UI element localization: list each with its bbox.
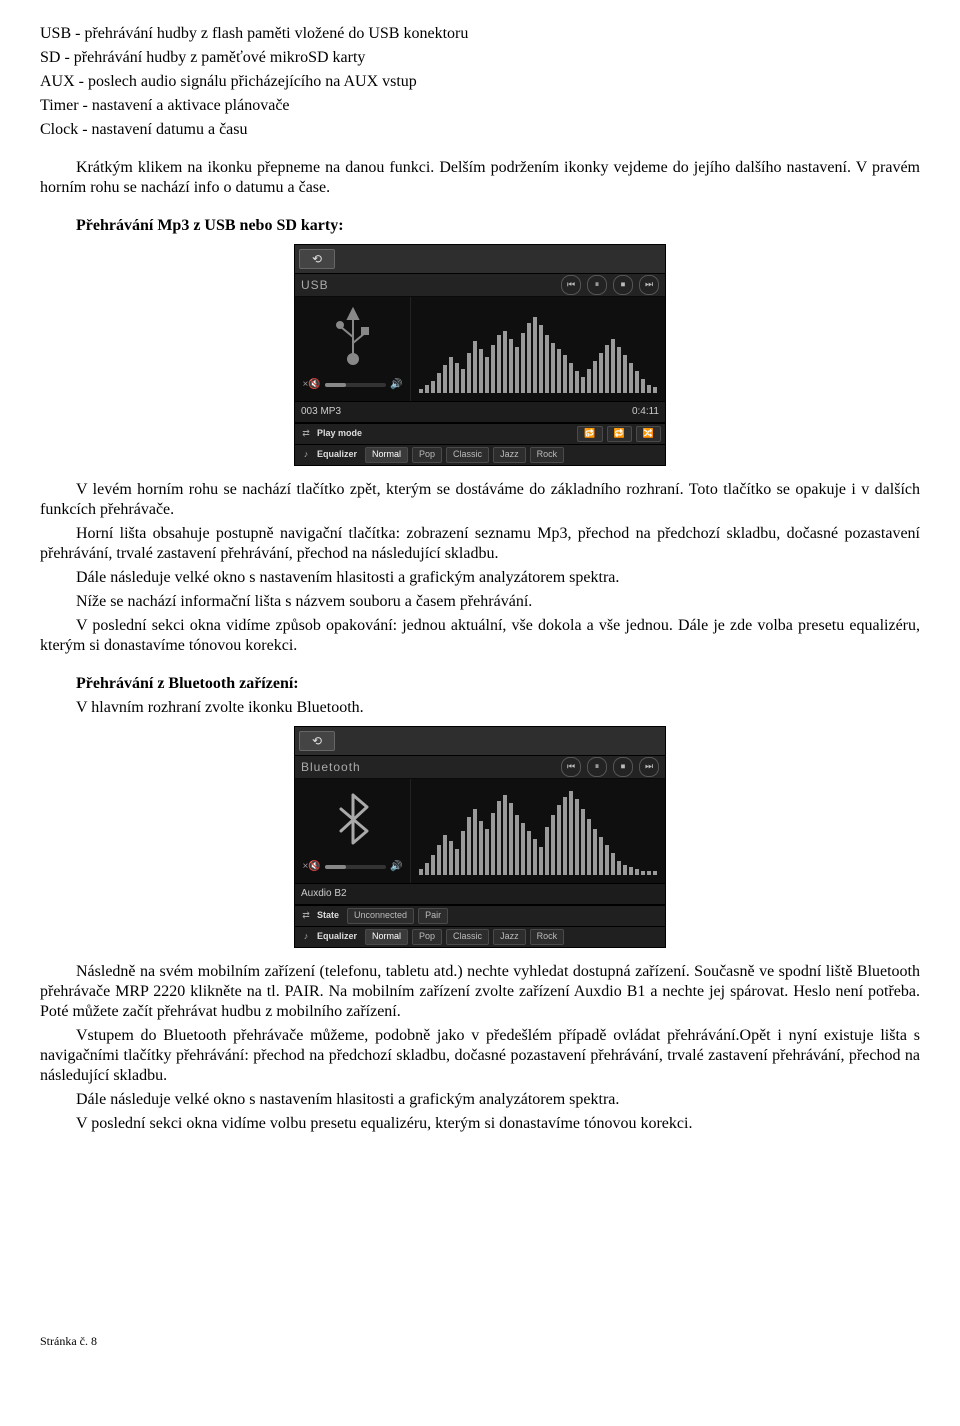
def-sd: SD - přehrávání hudby z paměťové mikroSD…: [40, 48, 920, 68]
mute-icon: ×🔇: [303, 379, 321, 392]
p2a: V levém horním rohu se nachází tlačítko …: [40, 480, 920, 520]
p4c: Dále následuje velké okno s nastavením h…: [40, 1090, 920, 1110]
bt-header: Bluetooth ⏮ ⏸ ⏹ ⏭: [295, 756, 665, 779]
bt-state-row: ⇄ State Unconnected Pair: [295, 905, 665, 926]
playmode-label: Play mode: [317, 428, 362, 439]
back-button[interactable]: ⟲: [299, 731, 335, 751]
usb-header: USB ⏮ ⏸ ⏹ ⏭: [295, 274, 665, 297]
next-icon[interactable]: ⏭: [639, 275, 659, 295]
usb-player: ⟲ USB ⏮ ⏸ ⏹ ⏭ ×🔇: [294, 244, 666, 466]
def-usb: USB - přehrávání hudby z flash paměti vl…: [40, 24, 920, 44]
usb-spectrum: [411, 297, 665, 401]
state-label: State: [317, 910, 339, 921]
eq-normal[interactable]: Normal: [365, 929, 408, 944]
prev-icon[interactable]: ⏮: [561, 757, 581, 777]
p4b: Vstupem do Bluetooth přehrávače můžeme, …: [40, 1026, 920, 1086]
volume-slider[interactable]: ×🔇 🔊: [303, 379, 403, 392]
state-icon: ⇄: [299, 910, 313, 921]
p2b: Horní lišta obsahuje postupně navigační …: [40, 524, 920, 564]
mute-icon: ×🔇: [303, 861, 321, 874]
volume-slider[interactable]: ×🔇 🔊: [303, 861, 403, 874]
eq-pop[interactable]: Pop: [412, 447, 442, 462]
paragraph-intro: Krátkým klikem na ikonku přepneme na dan…: [40, 158, 920, 198]
state-value: Unconnected: [347, 908, 414, 923]
def-clock: Clock - nastavení datumu a času: [40, 120, 920, 140]
bt-player: ⟲ Bluetooth ⏮ ⏸ ⏹ ⏭ ×🔇 🔊 Auxdio B2: [294, 726, 666, 948]
p3: V hlavním rozhraní zvolte ikonku Bluetoo…: [40, 698, 920, 718]
bluetooth-icon: [332, 789, 374, 854]
usb-playmode-row: ⇄ Play mode 🔂 🔁 🔀: [295, 423, 665, 444]
p2c: Dále následuje velké okno s nastavením h…: [40, 568, 920, 588]
track-time: 0:4:11: [632, 406, 659, 419]
eq-label: Equalizer: [317, 449, 357, 460]
p4a: Následně na svém mobilním zařízení (tele…: [40, 962, 920, 1022]
pause-icon[interactable]: ⏸: [587, 757, 607, 777]
eq-jazz[interactable]: Jazz: [493, 929, 526, 944]
bt-nav-icons: ⏮ ⏸ ⏹ ⏭: [561, 757, 659, 777]
def-timer: Timer - nastavení a aktivace plánovače: [40, 96, 920, 116]
eq-icon: ♪: [299, 931, 313, 942]
usb-main: ×🔇 🔊: [295, 297, 665, 401]
bt-topbar: ⟲: [295, 727, 665, 756]
p4d: V poslední sekci okna vidíme volbu prese…: [40, 1114, 920, 1134]
volume-max-icon: 🔊: [390, 379, 402, 392]
page-footer: Stránka č. 8: [40, 1334, 920, 1349]
repeat-one-icon[interactable]: 🔂: [577, 426, 602, 441]
volume-max-icon: 🔊: [390, 861, 402, 874]
bt-main: ×🔇 🔊: [295, 779, 665, 883]
usb-nav-icons: ⏮ ⏸ ⏹ ⏭: [561, 275, 659, 295]
usb-info: 003 MP3 0:4:11: [295, 401, 665, 423]
eq-rock[interactable]: Rock: [530, 447, 565, 462]
shuffle-icon[interactable]: 🔀: [636, 426, 661, 441]
eq-classic[interactable]: Classic: [446, 929, 489, 944]
eq-normal[interactable]: Normal: [365, 447, 408, 462]
stop-icon[interactable]: ⏹: [613, 275, 633, 295]
eq-pop[interactable]: Pop: [412, 929, 442, 944]
prev-icon[interactable]: ⏮: [561, 275, 581, 295]
eq-rock[interactable]: Rock: [530, 929, 565, 944]
usb-icon: [330, 307, 376, 372]
heading-mp3: Přehrávání Mp3 z USB nebo SD karty:: [40, 216, 920, 236]
p2d: Níže se nachází informační lišta s názve…: [40, 592, 920, 612]
back-button[interactable]: ⟲: [299, 249, 335, 269]
usb-left: ×🔇 🔊: [295, 297, 411, 401]
bt-title: Bluetooth: [301, 760, 361, 775]
def-aux: AUX - poslech audio signálu přicházející…: [40, 72, 920, 92]
pause-icon[interactable]: ⏸: [587, 275, 607, 295]
usb-eq-row: ♪ Equalizer Normal Pop Classic Jazz Rock: [295, 444, 665, 465]
eq-label: Equalizer: [317, 931, 357, 942]
eq-jazz[interactable]: Jazz: [493, 447, 526, 462]
track-name: 003 MP3: [301, 406, 341, 419]
pair-button[interactable]: Pair: [418, 908, 448, 923]
p2e: V poslední sekci okna vidíme způsob opak…: [40, 616, 920, 656]
bt-left: ×🔇 🔊: [295, 779, 411, 883]
next-icon[interactable]: ⏭: [639, 757, 659, 777]
device-name: Auxdio B2: [301, 888, 347, 901]
heading-bt: Přehrávání z Bluetooth zařízení:: [40, 674, 920, 694]
bt-info: Auxdio B2: [295, 883, 665, 905]
eq-classic[interactable]: Classic: [446, 447, 489, 462]
repeat-all-icon[interactable]: 🔁: [607, 426, 632, 441]
repeat-icon: ⇄: [299, 428, 313, 439]
usb-topbar: ⟲: [295, 245, 665, 274]
bt-eq-row: ♪ Equalizer Normal Pop Classic Jazz Rock: [295, 926, 665, 947]
stop-icon[interactable]: ⏹: [613, 757, 633, 777]
eq-icon: ♪: [299, 449, 313, 460]
usb-title: USB: [301, 278, 329, 293]
bt-spectrum: [411, 779, 665, 883]
